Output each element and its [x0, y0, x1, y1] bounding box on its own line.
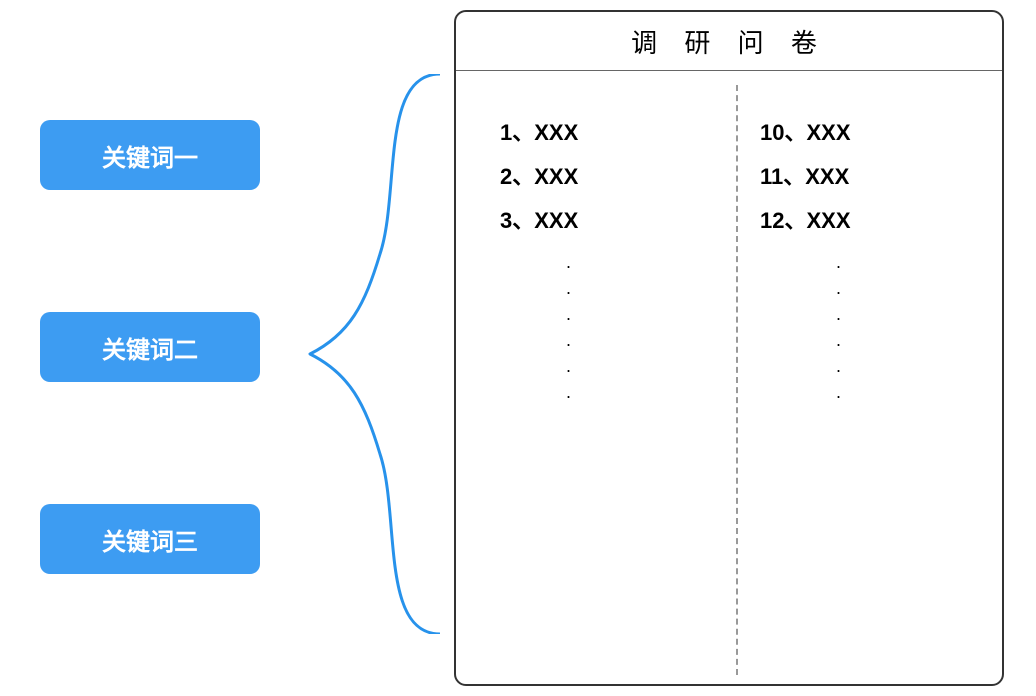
keyword-label-3: 关键词三 [102, 522, 198, 557]
keyword-box-2: 关键词二 [40, 312, 260, 382]
questionnaire-card: 调 研 问 卷 1、XXX 2、XXX 3、XXX ...... 10、XXX … [454, 10, 1004, 686]
ellipsis-dot: . [836, 327, 851, 353]
card-header: 调 研 问 卷 [456, 12, 1002, 71]
keyword-box-3: 关键词三 [40, 504, 260, 574]
ellipsis-dot: . [566, 275, 578, 301]
ellipsis-dot: . [566, 327, 578, 353]
ellipsis-dot: . [836, 353, 851, 379]
keyword-label-2: 关键词二 [102, 330, 198, 365]
card-title: 调 研 问 卷 [631, 23, 827, 60]
list-item: 3、XXX [500, 199, 578, 243]
ellipsis-dot: . [566, 249, 578, 275]
ellipsis-dot: . [836, 275, 851, 301]
list-item: 1、XXX [500, 111, 578, 155]
ellipsis-dots: ...... [760, 249, 851, 405]
list-item: 12、XXX [760, 199, 851, 243]
vertical-divider [736, 85, 738, 675]
ellipsis-dot: . [836, 301, 851, 327]
diagram-canvas: 关键词一 关键词二 关键词三 调 研 问 卷 1、XXX 2、XXX 3、XXX… [0, 0, 1036, 696]
ellipsis-dots: ...... [500, 249, 578, 405]
ellipsis-dot: . [566, 379, 578, 405]
list-item: 10、XXX [760, 111, 851, 155]
keyword-box-1: 关键词一 [40, 120, 260, 190]
ellipsis-dot: . [566, 301, 578, 327]
ellipsis-dot: . [836, 379, 851, 405]
keyword-label-1: 关键词一 [102, 138, 198, 173]
card-body: 1、XXX 2、XXX 3、XXX ...... 10、XXX 11、XXX 1… [456, 71, 1002, 685]
list-item: 2、XXX [500, 155, 578, 199]
right-column: 10、XXX 11、XXX 12、XXX ...... [760, 111, 851, 405]
brace-icon [290, 74, 440, 634]
left-column: 1、XXX 2、XXX 3、XXX ...... [500, 111, 578, 405]
ellipsis-dot: . [836, 249, 851, 275]
ellipsis-dot: . [566, 353, 578, 379]
list-item: 11、XXX [760, 155, 851, 199]
